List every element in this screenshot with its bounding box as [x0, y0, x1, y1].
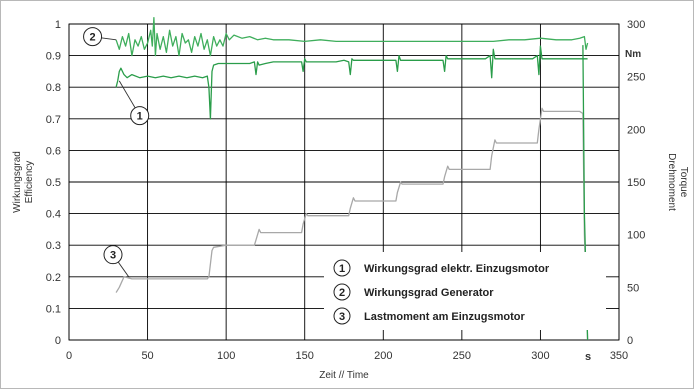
y-right-label-en: Torque — [678, 167, 689, 198]
legend-badge-num-1: 1 — [339, 263, 345, 275]
y-right-label-de: Drehmoment — [666, 153, 677, 211]
legend: 1 Wirkungsgrad elektr. Einzugsmotor 2 Wi… — [324, 252, 606, 330]
y-right-tick-4: 200 — [627, 124, 645, 136]
legend-badge-3 — [333, 307, 351, 325]
legend-badge-2 — [333, 283, 351, 301]
y-right-tick-2: 100 — [627, 230, 645, 242]
callout-num-3: 3 — [110, 250, 116, 262]
gridlines — [68, 23, 620, 341]
x-axis-ticks: 0 50 100 150 200 250 300 350 — [66, 350, 628, 362]
series-line-3 — [115, 107, 589, 341]
legend-item-3: 3 Lastmoment am Einzugsmotor — [333, 307, 525, 325]
y-right-tick-5: 250 — [627, 72, 645, 84]
y-left-tick-7: 0.7 — [46, 114, 61, 126]
legend-label-2: Wirkungsgrad Generator — [364, 287, 494, 299]
y-left-tick-9: 0.9 — [46, 51, 61, 63]
series-layer — [115, 17, 589, 341]
series-line-1 — [115, 45, 588, 120]
legend-box — [324, 252, 606, 330]
right-axis-unit: Nm — [625, 49, 641, 60]
y-left-tick-3: 0.3 — [46, 240, 61, 252]
x-tick-7: 350 — [610, 350, 628, 362]
x-axis-marker: s — [585, 351, 591, 363]
callout-badge-3 — [103, 245, 123, 265]
y-left-tick-4: 0.4 — [46, 209, 61, 221]
x-tick-0: 0 — [66, 350, 72, 362]
y-right-tick-1: 50 — [627, 282, 639, 294]
y-right-tick-6: 300 — [627, 19, 645, 31]
callout-badge-1 — [130, 106, 150, 126]
left-axis-ticks: 0 0.1 0.2 0.3 0.4 0.5 0.6 0.7 0.8 0.9 1 — [46, 19, 61, 347]
x-tick-5: 250 — [453, 350, 471, 362]
y-left-tick-6: 0.6 — [46, 145, 61, 157]
y-left-tick-10: 1 — [55, 19, 61, 31]
x-tick-2: 100 — [217, 350, 235, 362]
series-line-2 — [115, 17, 589, 57]
legend-item-2: 2 Wirkungsgrad Generator — [333, 283, 494, 301]
legend-label-3: Lastmoment am Einzugsmotor — [364, 311, 525, 323]
x-tick-1: 50 — [141, 350, 153, 362]
y-left-label-en: Efficiency — [24, 161, 35, 204]
x-tick-6: 300 — [531, 350, 549, 362]
x-tick-3: 150 — [296, 350, 314, 362]
y-left-tick-1: 0.1 — [46, 303, 61, 315]
y-left-tick-2: 0.2 — [46, 272, 61, 284]
legend-label-1: Wirkungsgrad elektr. Einzugsmotor — [364, 263, 550, 275]
y-right-tick-0: 0 — [627, 335, 633, 347]
legend-badge-num-3: 3 — [339, 311, 345, 323]
x-tick-4: 200 — [374, 350, 392, 362]
x-axis-label: Zeit // Time — [319, 370, 369, 381]
legend-item-1: 1 Wirkungsgrad elektr. Einzugsmotor — [333, 259, 550, 277]
callout-num-1: 1 — [137, 111, 143, 123]
legend-badge-1 — [333, 259, 351, 277]
y-left-tick-0: 0 — [55, 335, 61, 347]
y-left-label-de: Wirkungsgrad — [12, 151, 23, 213]
callouts: 1 2 3 — [83, 27, 150, 278]
y-left-tick-5: 0.5 — [46, 177, 61, 189]
legend-badge-num-2: 2 — [339, 287, 345, 299]
y-right-tick-3: 150 — [627, 177, 645, 189]
right-axis-ticks: 0 50 100 150 200 250 300 — [627, 19, 645, 347]
y-left-tick-8: 0.8 — [46, 82, 61, 94]
callout-num-2: 2 — [90, 32, 96, 44]
callout-badge-2 — [83, 27, 103, 47]
